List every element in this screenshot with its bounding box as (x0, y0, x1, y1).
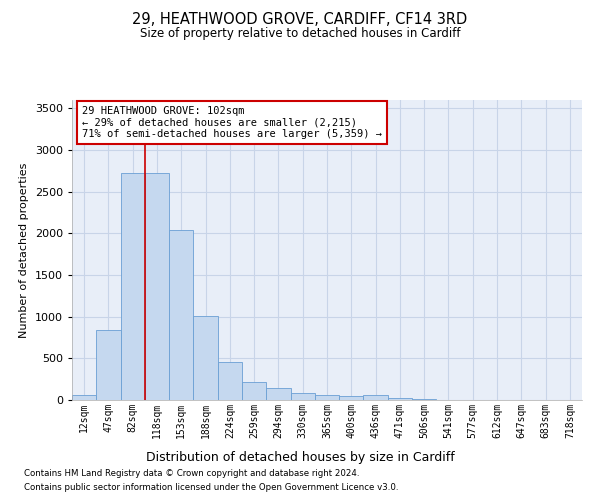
Bar (364, 396, 388, 400)
Bar (388, 398, 412, 400)
Bar (169, 230, 193, 400)
Text: 29 HEATHWOOD GROVE: 102sqm
← 29% of detached houses are smaller (2,215)
71% of s: 29 HEATHWOOD GROVE: 102sqm ← 29% of deta… (82, 106, 382, 139)
Text: Contains HM Land Registry data © Crown copyright and database right 2024.: Contains HM Land Registry data © Crown c… (24, 468, 359, 477)
Text: 29, HEATHWOOD GROVE, CARDIFF, CF14 3RD: 29, HEATHWOOD GROVE, CARDIFF, CF14 3RD (133, 12, 467, 28)
Bar (242, 382, 266, 400)
Bar (72, 395, 96, 400)
Bar (290, 394, 315, 400)
Bar (266, 388, 290, 400)
Bar (121, 174, 145, 400)
Bar (315, 395, 339, 400)
Bar (96, 330, 121, 400)
Bar (412, 399, 436, 400)
Bar (339, 396, 364, 400)
Text: Size of property relative to detached houses in Cardiff: Size of property relative to detached ho… (140, 28, 460, 40)
Y-axis label: Number of detached properties: Number of detached properties (19, 162, 29, 338)
Text: Distribution of detached houses by size in Cardiff: Distribution of detached houses by size … (146, 451, 454, 464)
Bar (145, 174, 169, 400)
Bar (193, 316, 218, 400)
Bar (218, 362, 242, 400)
Text: Contains public sector information licensed under the Open Government Licence v3: Contains public sector information licen… (24, 484, 398, 492)
